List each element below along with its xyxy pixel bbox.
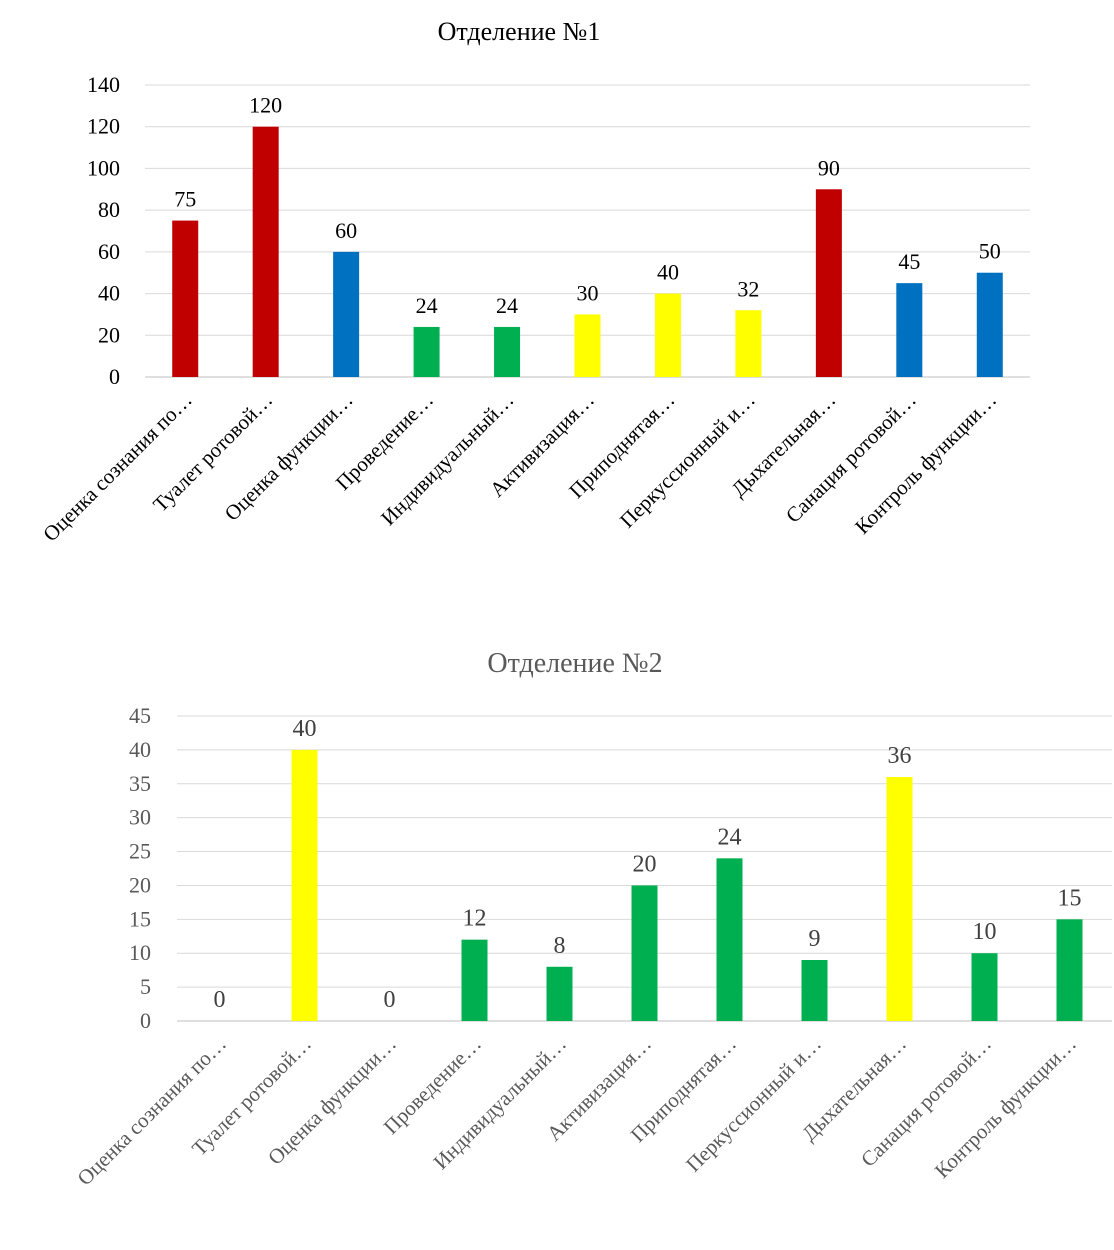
y-tick-label: 45 [129, 703, 151, 728]
data-label: 36 [888, 743, 912, 769]
y-tick-label: 15 [129, 906, 151, 931]
y-tick-label: 30 [129, 805, 151, 830]
data-label: 90 [818, 155, 840, 180]
data-label: 32 [737, 276, 759, 301]
data-label: 24 [496, 293, 518, 318]
y-tick-label: 80 [98, 197, 120, 222]
x-category-label: Контроль функции… [850, 388, 1001, 539]
data-label: 30 [577, 280, 599, 305]
bar [654, 293, 681, 377]
bar [413, 326, 440, 377]
bar [333, 251, 360, 377]
bar [461, 939, 488, 1021]
y-tick-label: 40 [98, 281, 120, 306]
y-tick-label: 140 [87, 72, 120, 97]
y-tick-label: 35 [129, 771, 151, 796]
x-category-label: Индивидуальный… [376, 388, 519, 531]
bar [494, 326, 521, 377]
data-label: 15 [1058, 885, 1082, 911]
chart-department-1: Отделение №1 0 20 40 60 80 100 120 140 75 Оценка … [0, 0, 1114, 615]
bar [1056, 919, 1083, 1021]
y-tick-label: 20 [129, 872, 151, 897]
bar [172, 220, 199, 377]
bar [574, 314, 601, 377]
data-label: 60 [335, 218, 357, 243]
y-tick-label: 5 [140, 974, 151, 999]
y-tick-label: 20 [98, 322, 120, 347]
data-label: 45 [898, 249, 920, 274]
chart-department-2: Отделение №2 0 5 10 15 20 25 30 35 40 45 0 Оценка с… [0, 635, 1114, 1250]
bar [716, 858, 743, 1021]
bar [291, 749, 318, 1021]
data-label: 40 [657, 260, 679, 285]
y-tick-label: 40 [129, 737, 151, 762]
data-label: 0 [384, 987, 396, 1013]
data-label: 50 [979, 239, 1001, 264]
y-tick-label: 120 [87, 114, 120, 139]
chart-1-title: Отделение №1 [438, 17, 601, 46]
x-category-label: Оценка сознания по… [38, 388, 197, 547]
bar [631, 885, 658, 1021]
x-category-label: Оценка сознания по… [72, 1032, 231, 1191]
x-category-label: Перкуссионный и… [615, 388, 760, 533]
bar [252, 126, 279, 377]
data-label: 12 [463, 906, 487, 932]
y-tick-label: 100 [87, 155, 120, 180]
bar [815, 189, 842, 377]
data-label: 40 [293, 716, 317, 742]
y-tick-label: 10 [129, 940, 151, 965]
data-label: 0 [214, 987, 226, 1013]
y-tick-label: 0 [140, 1008, 151, 1033]
bar [971, 953, 998, 1021]
data-label: 9 [809, 926, 821, 952]
data-label: 75 [174, 187, 196, 212]
chart-1-svg: Отделение №1 0 20 40 60 80 100 120 140 75 Оценка … [38, 17, 1030, 547]
y-tick-label: 25 [129, 839, 151, 864]
data-label: 24 [718, 824, 742, 850]
data-label: 24 [416, 293, 438, 318]
y-tick-label: 60 [98, 239, 120, 264]
x-category-label: Контроль функции… [930, 1032, 1081, 1183]
y-tick-label: 0 [109, 364, 120, 389]
bar [896, 283, 923, 377]
data-label: 20 [633, 851, 657, 877]
bar [801, 960, 828, 1021]
chart-2-title: Отделение №2 [487, 648, 662, 679]
bar [976, 272, 1003, 377]
bar [546, 966, 573, 1021]
data-label: 120 [249, 93, 282, 118]
bar [735, 310, 762, 377]
data-label: 10 [973, 919, 997, 945]
data-label: 8 [554, 933, 566, 959]
bar [886, 777, 913, 1021]
